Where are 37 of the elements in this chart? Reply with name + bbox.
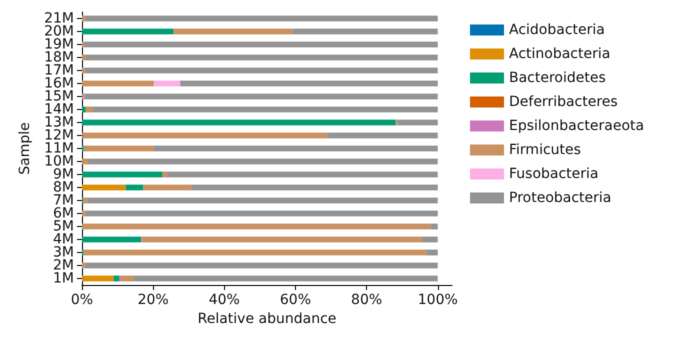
legend-label: Actinobacteria: [509, 46, 610, 62]
y-tick-label: 2M: [53, 258, 74, 274]
x-tick-label: 80%: [351, 292, 382, 308]
x-axis-title: Relative abundance: [198, 310, 336, 327]
y-tick-label: 4M: [53, 232, 74, 248]
y-tick-label: 19M: [44, 36, 74, 52]
y-tick-label: 17M: [44, 62, 74, 78]
y-tick-label: 3M: [53, 244, 74, 260]
y-tick-label: 12M: [44, 128, 74, 144]
y-tick-label: 11M: [44, 140, 74, 156]
legend-label: Firmicutes: [509, 142, 581, 158]
x-tick-label: 100%: [418, 292, 458, 308]
legend-label: Acidobacteria: [509, 22, 605, 38]
y-tick-label: 6M: [53, 206, 74, 222]
y-axis-title: Sample: [17, 122, 33, 175]
legend-label: Deferribacteres: [509, 94, 618, 110]
legend-label: Proteobacteria: [509, 190, 612, 206]
y-tick-label: 9M: [53, 166, 74, 182]
y-tick-label: 15M: [44, 88, 74, 104]
y-tick-label: 8M: [53, 180, 74, 196]
y-tick-label: 7M: [53, 192, 74, 208]
y-tick-label: 21M: [44, 10, 74, 26]
y-tick-label: 10M: [44, 154, 74, 170]
legend-label: Epsilonbacteraeota: [509, 118, 644, 134]
legend-label: Fusobacteria: [509, 166, 599, 182]
x-tick-label: 20%: [138, 292, 169, 308]
x-tick-label: 40%: [208, 292, 240, 308]
y-tick-label: 18M: [44, 50, 74, 66]
y-tick-label: 5M: [53, 218, 74, 234]
y-tick-label: 20M: [44, 24, 74, 40]
y-tick-label: 13M: [44, 114, 74, 130]
y-tick-label: 14M: [44, 102, 74, 118]
y-tick-label: 16M: [44, 76, 74, 92]
y-tick-label: 1M: [53, 270, 74, 286]
legend-label: Bacteroidetes: [509, 70, 606, 86]
x-tick-label: 60%: [280, 292, 312, 308]
x-tick-label: 0%: [70, 292, 94, 308]
